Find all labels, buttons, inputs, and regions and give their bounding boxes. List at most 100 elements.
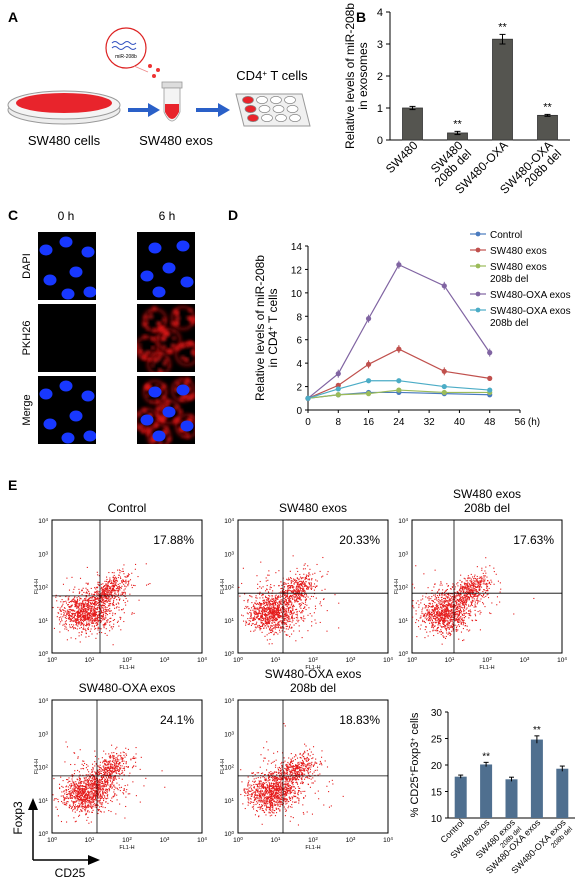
microscopy-grid: [38, 232, 195, 444]
x-tick-label: 100: [407, 656, 417, 665]
quadrant-percent: 17.63%: [513, 533, 554, 547]
panel-label-c: C: [8, 207, 18, 223]
col-label-0h: 0 h: [58, 209, 75, 223]
legend-label: SW480-OXA exos: [490, 306, 571, 317]
micrograph: [38, 304, 96, 372]
legend-label: 208b del: [490, 318, 528, 329]
x-tick-label: 101: [445, 656, 455, 665]
y-tick-label: 2: [377, 71, 383, 83]
well: [244, 105, 257, 113]
y-axis-label: Relative levels of miR-208bin CD4+ T cel…: [253, 255, 280, 401]
y-tick-label: 102: [398, 583, 408, 592]
data-point: [441, 383, 447, 390]
significance-label: **: [482, 751, 490, 762]
arrow-up-icon: [28, 798, 38, 810]
exosome-bubble-icon: miR-208b: [105, 27, 160, 78]
well: [261, 114, 273, 122]
significance-label: **: [533, 725, 541, 736]
flow-xlabel: FL1-H: [305, 665, 320, 671]
x-unit-label: (h): [528, 417, 540, 428]
x-tick-label: 102: [308, 836, 318, 845]
y-tick-label: 100: [398, 650, 408, 659]
well: [289, 114, 301, 122]
y-tick-label: 25: [431, 735, 443, 746]
mir-label: miR-208b: [115, 54, 137, 60]
well: [275, 114, 287, 122]
quadrant-percent: 18.83%: [339, 713, 380, 727]
bar: [530, 739, 543, 818]
x-tick-label: 104: [197, 656, 207, 665]
well: [242, 96, 254, 104]
legend-marker: [475, 231, 481, 237]
data-point: [335, 371, 341, 377]
x-tick-label: 103: [346, 836, 356, 845]
panel-label-d: D: [228, 207, 238, 223]
y-tick-label: 0: [296, 406, 302, 417]
y-tick-label: 10: [431, 814, 443, 825]
y-tick-label: 15: [431, 788, 443, 799]
y-tick-label: 101: [224, 616, 234, 625]
legend-label: SW480 exos: [490, 246, 547, 257]
x-tick-label: 0: [305, 417, 311, 428]
panel-label-e: E: [8, 477, 17, 493]
y-tick-label: 103: [38, 730, 48, 739]
y-tick-label: 30: [431, 708, 443, 719]
well: [270, 96, 282, 104]
y-tick-label: 100: [38, 650, 48, 659]
panel-label-a: A: [8, 9, 18, 25]
x-tick-label: 100: [233, 656, 243, 665]
exos-label: SW480 exos: [139, 133, 213, 148]
y-tick-label: 100: [224, 650, 234, 659]
data-point: [441, 389, 447, 396]
bar: [454, 776, 467, 818]
flow-plot-title: SW480-OXA exos 208b del: [265, 667, 362, 695]
flow-plot-title: SW480 exos: [279, 501, 347, 515]
y-tick-label: 102: [224, 763, 234, 772]
y-tick-label: 4: [377, 7, 383, 19]
legend-label: SW480-OXA exos: [490, 290, 571, 301]
y-tick-label: 101: [224, 796, 234, 805]
bar: [537, 114, 558, 141]
y-tick-label: 103: [224, 730, 234, 739]
y-tick-label: 104: [224, 697, 234, 706]
x-tick-label: 104: [197, 836, 207, 845]
data-point: [335, 386, 341, 392]
legend-label: 208b del: [490, 274, 528, 285]
x-tick-label: 103: [160, 656, 170, 665]
panel-a: A miR-208b SW480 cells: [7, 9, 311, 148]
bar: [492, 38, 513, 141]
y-tick-label: 102: [224, 583, 234, 592]
data-point: [365, 378, 372, 384]
x-tick-label: 102: [122, 656, 132, 665]
well: [247, 114, 259, 122]
well: [286, 105, 299, 113]
data-point: [305, 395, 311, 401]
quadrant-percent: 24.1%: [160, 713, 194, 727]
flow-ylabel: FL4-H: [394, 579, 400, 594]
x-tick-label: 56: [514, 417, 526, 428]
x-tick-label: 101: [85, 656, 95, 665]
x-tick-label: 100: [47, 836, 57, 845]
x-tick-label: 101: [85, 836, 95, 845]
y-tick-label: 103: [224, 550, 234, 559]
tcells-label: CD4+ T cells: [236, 68, 308, 83]
well-plate-icon: [235, 93, 311, 127]
x-tick-label: 100: [47, 656, 57, 665]
y-tick-label: 101: [38, 796, 48, 805]
arrow-icon: [196, 103, 230, 117]
petri-dish-icon: [7, 90, 121, 125]
y-tick-label: 100: [38, 830, 48, 839]
flow-ylabel: FL4-H: [220, 579, 226, 594]
legend-marker: [475, 263, 481, 269]
y-axis-label: % CD25+Foxp3+ cells: [409, 712, 421, 817]
flow-plot-title: SW480 exos 208b del: [453, 487, 521, 515]
x-tick-label: 103: [346, 656, 356, 665]
x-tick-label: 103: [160, 836, 170, 845]
micrograph: [38, 232, 96, 300]
cells-label: SW480 cells: [28, 133, 101, 148]
tube-icon: [161, 81, 183, 122]
x-tick-label: 103: [520, 656, 530, 665]
